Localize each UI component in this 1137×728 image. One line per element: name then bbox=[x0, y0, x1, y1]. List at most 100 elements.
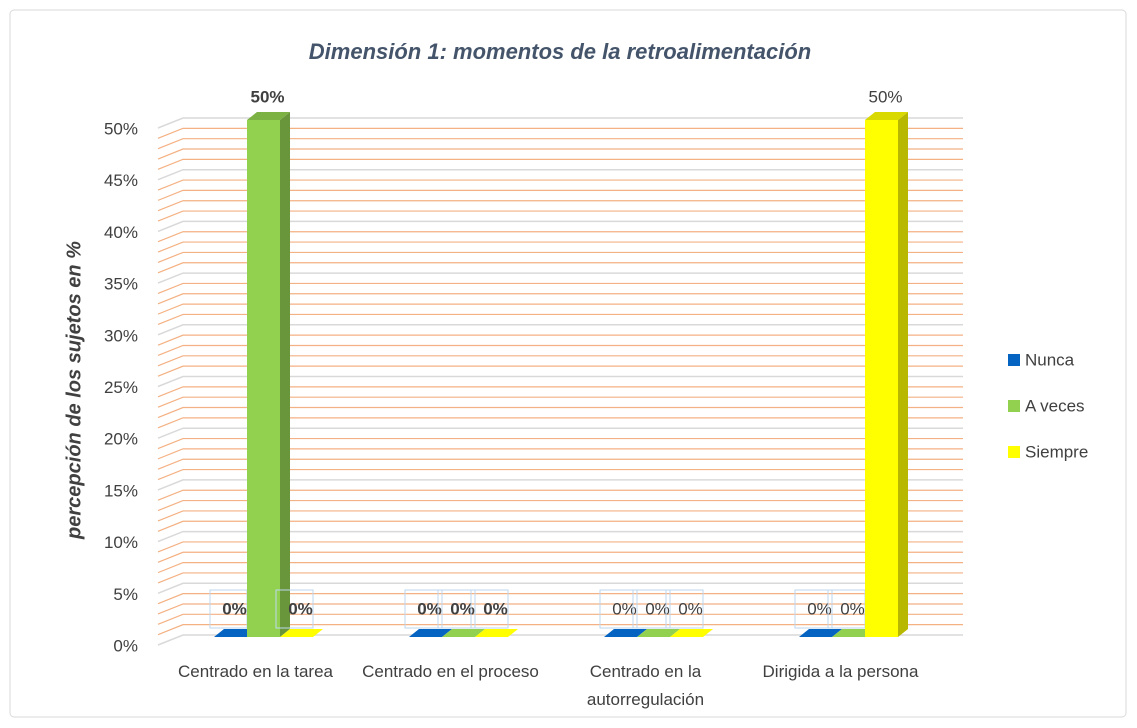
bar-top bbox=[604, 629, 647, 637]
minor-grid-line bbox=[157, 365, 963, 377]
grid-line bbox=[157, 530, 963, 543]
y-tick-label: 0% bbox=[113, 636, 138, 655]
bar-top bbox=[865, 112, 908, 120]
minor-grid-line bbox=[157, 386, 963, 398]
label-box bbox=[437, 589, 476, 629]
minor-grid-line bbox=[157, 510, 963, 522]
data-label: 0% bbox=[840, 599, 865, 618]
minor-grid-line bbox=[157, 489, 963, 501]
bar-top bbox=[442, 629, 485, 637]
x-tick-label: Centrado en la autorregulación bbox=[586, 662, 705, 709]
bar bbox=[442, 629, 485, 637]
bar bbox=[637, 629, 680, 637]
bar bbox=[247, 112, 290, 637]
minor-grid-line bbox=[157, 562, 963, 574]
bar-top bbox=[280, 629, 323, 637]
grid-line bbox=[157, 375, 963, 388]
bar-front bbox=[865, 120, 898, 637]
minor-grid-line bbox=[157, 231, 963, 243]
label-box bbox=[275, 589, 314, 629]
y-axis-label: percepción de los sujetos en % bbox=[63, 241, 85, 540]
minor-grid-line bbox=[157, 551, 963, 563]
label-box bbox=[665, 589, 704, 629]
label-box bbox=[404, 589, 443, 629]
minor-grid-line bbox=[157, 179, 963, 191]
grid-line bbox=[157, 220, 963, 233]
bar-side bbox=[898, 112, 908, 637]
bar bbox=[832, 629, 875, 637]
grid-line bbox=[157, 117, 963, 129]
minor-grid-line bbox=[157, 189, 963, 201]
minor-grid-line bbox=[157, 468, 963, 481]
legend-swatch bbox=[1008, 400, 1020, 412]
legend-swatch bbox=[1008, 354, 1020, 366]
data-label: 50% bbox=[868, 87, 902, 106]
minor-grid-line bbox=[157, 313, 963, 326]
grid-line bbox=[157, 582, 963, 594]
minor-grid-line bbox=[157, 417, 963, 429]
minor-grid-line bbox=[157, 158, 963, 170]
data-label: 0% bbox=[222, 599, 247, 618]
bar-top bbox=[832, 629, 875, 637]
legend-label: Nunca bbox=[1025, 350, 1075, 369]
minor-grid-line bbox=[157, 334, 963, 346]
y-tick-label: 5% bbox=[113, 585, 138, 604]
y-tick-label: 30% bbox=[104, 326, 138, 345]
bar-top bbox=[214, 629, 257, 637]
y-tick-label: 20% bbox=[104, 430, 138, 449]
data-label: 0% bbox=[612, 599, 637, 618]
grid-line bbox=[157, 427, 963, 439]
grid-line bbox=[157, 272, 963, 284]
y-tick-label: 50% bbox=[104, 119, 138, 138]
data-label: 0% bbox=[288, 599, 313, 618]
bar-top bbox=[799, 629, 842, 637]
data-label: 0% bbox=[645, 599, 670, 618]
y-tick-label: 25% bbox=[104, 378, 138, 397]
minor-grid-line bbox=[157, 127, 963, 139]
bar bbox=[604, 629, 647, 637]
bar bbox=[799, 629, 842, 637]
chart-border bbox=[9, 9, 1127, 718]
minor-grid-line bbox=[157, 241, 963, 253]
grid-line bbox=[157, 479, 963, 491]
bar bbox=[475, 629, 518, 637]
y-tick-label: 40% bbox=[104, 223, 138, 242]
x-tick-label: Dirigida a la persona bbox=[762, 662, 919, 681]
label-box bbox=[599, 589, 638, 629]
minor-grid-line bbox=[157, 210, 963, 222]
chart-title: Dimensión 1: momentos de la retroaliment… bbox=[309, 39, 811, 64]
y-tick-label: 10% bbox=[104, 533, 138, 552]
minor-grid-line bbox=[157, 541, 963, 553]
minor-grid-line bbox=[157, 572, 963, 584]
minor-grid-line bbox=[157, 448, 963, 460]
data-label: 0% bbox=[483, 599, 508, 618]
data-label: 0% bbox=[807, 599, 832, 618]
bar-front bbox=[247, 120, 280, 637]
bar-top bbox=[637, 629, 680, 637]
minor-grid-line bbox=[157, 251, 963, 263]
minor-grid-line bbox=[157, 303, 963, 315]
minor-grid-line bbox=[157, 148, 963, 160]
x-tick-label: Centrado en la tarea bbox=[178, 662, 333, 681]
minor-grid-line bbox=[157, 437, 963, 450]
x-tick-label: Centrado en el proceso bbox=[362, 662, 539, 681]
data-label: 0% bbox=[450, 599, 475, 618]
minor-grid-line bbox=[157, 138, 963, 150]
minor-grid-line bbox=[157, 200, 963, 212]
label-box bbox=[470, 589, 509, 629]
minor-grid-line bbox=[157, 406, 963, 419]
minor-grid-line bbox=[157, 355, 963, 367]
legend-swatch bbox=[1008, 446, 1020, 458]
minor-grid-line bbox=[157, 262, 963, 274]
bar bbox=[280, 629, 323, 637]
bar-side bbox=[280, 112, 290, 637]
label-box bbox=[632, 589, 671, 629]
minor-grid-line bbox=[157, 396, 963, 408]
y-tick-label: 35% bbox=[104, 275, 138, 294]
minor-grid-line bbox=[157, 293, 963, 305]
bar-top bbox=[247, 112, 290, 120]
y-tick-label: 15% bbox=[104, 481, 138, 500]
y-tick-label: 45% bbox=[104, 171, 138, 190]
